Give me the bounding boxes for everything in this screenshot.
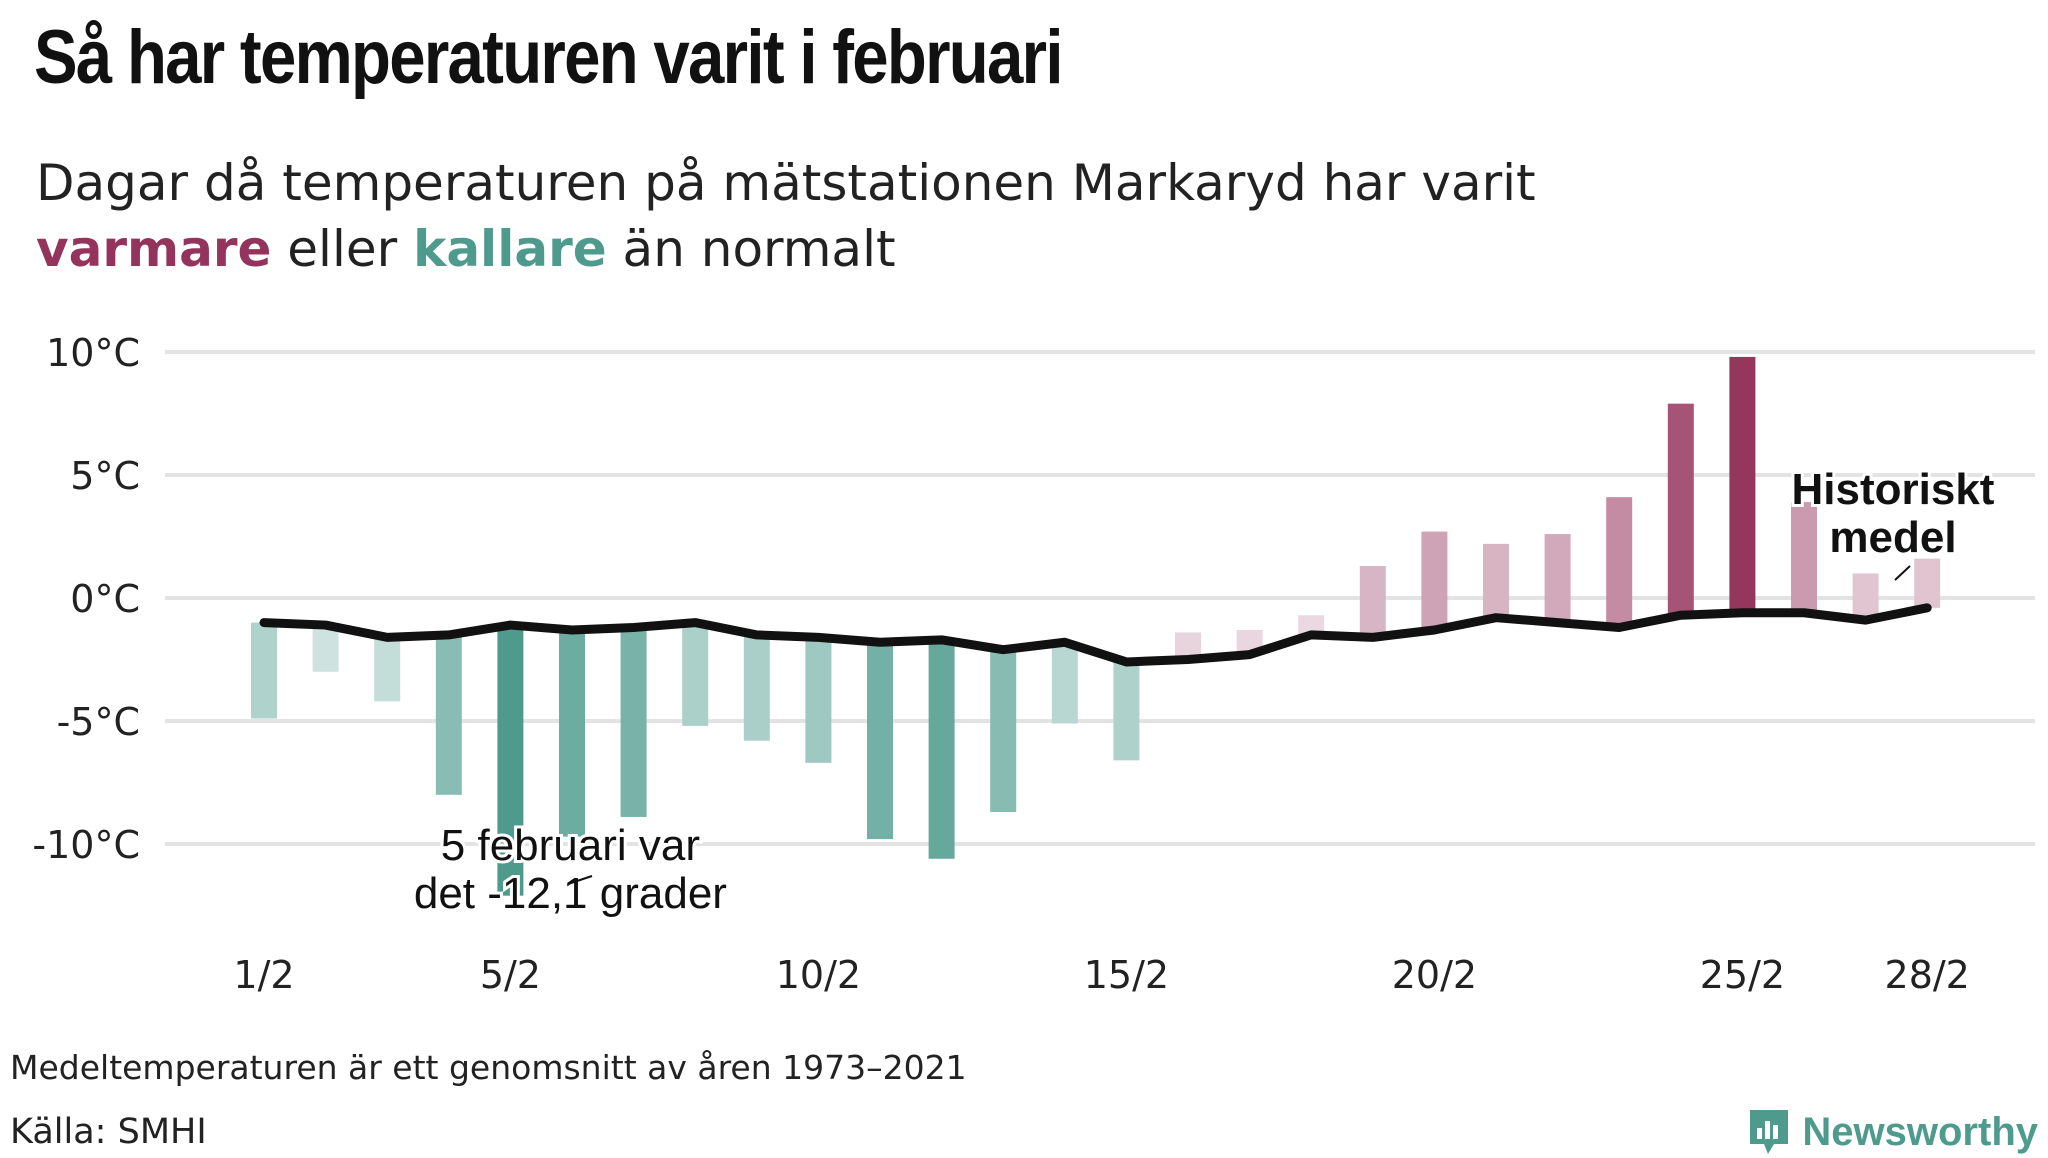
annotation-mean-line-2: medel <box>1829 513 1956 562</box>
annotation-mean-line-1: Historiskt <box>1792 465 1995 514</box>
chart-subtitle: Dagar då temperaturen på mätstationen Ma… <box>36 150 1536 282</box>
subtitle-line-2: varmare eller kallare än normalt <box>36 216 1536 282</box>
historical-mean-line <box>259 603 1932 667</box>
bar <box>1421 531 1448 630</box>
bar <box>682 622 709 726</box>
bar <box>620 627 647 817</box>
bar <box>312 625 339 672</box>
bar <box>374 637 401 702</box>
bar <box>1914 558 1941 608</box>
bar <box>928 639 955 859</box>
bar <box>743 634 770 741</box>
mean-line-layer <box>259 603 1932 667</box>
x-tick-label: 5/2 <box>480 953 541 997</box>
y-tick-label: -10°C <box>32 823 140 867</box>
label-layer: 10°C 5°C 0°C -5°C -10°C 1/2 5/2 10/2 15/2 20/2 25/… <box>32 331 1997 997</box>
brand-logo: Newsworthy <box>1746 1106 2038 1158</box>
subtitle-line-1: Dagar då temperaturen på mätstationen Ma… <box>36 154 1536 212</box>
warm-legend-word: varmare <box>36 220 272 278</box>
bar <box>435 634 462 795</box>
annotation-coldest-pointer <box>567 875 593 885</box>
bar <box>1113 661 1140 761</box>
bar <box>1729 356 1756 613</box>
bar <box>1606 497 1633 628</box>
newsworthy-logo-icon <box>1750 1110 1789 1154</box>
bar <box>559 629 585 837</box>
bar <box>251 622 277 719</box>
brand-name: Newsworthy <box>1802 1109 2038 1154</box>
bar <box>1359 566 1386 638</box>
bar <box>497 625 524 896</box>
bar <box>1483 543 1509 618</box>
x-tick-label: 20/2 <box>1392 953 1477 997</box>
bar <box>867 642 893 840</box>
subtitle-between: eller <box>271 220 414 278</box>
bar <box>1791 502 1817 613</box>
y-tick-label: 10°C <box>46 331 140 375</box>
y-tick-label: 0°C <box>70 577 140 621</box>
bar <box>1051 642 1078 724</box>
cold-legend-word: kallare <box>413 220 607 278</box>
grid-layer <box>165 350 2035 846</box>
x-tick-label: 25/2 <box>1700 953 1785 997</box>
x-tick-label: 10/2 <box>776 953 861 997</box>
x-tick-label: 1/2 <box>233 953 294 997</box>
bar <box>1852 573 1879 621</box>
bar <box>1544 534 1571 623</box>
bar <box>805 637 832 763</box>
bar <box>1298 615 1325 635</box>
subtitle-after: än normalt <box>606 220 896 278</box>
footnote: Medeltemperaturen är ett genomsnitt av å… <box>10 1048 967 1087</box>
bar <box>990 649 1017 813</box>
bar <box>1667 403 1694 616</box>
source-credit: Källa: SMHI <box>10 1112 207 1152</box>
chart-title: Så har temperaturen varit i februari <box>34 15 1064 100</box>
x-tick-label: 28/2 <box>1885 953 1970 997</box>
x-tick-label: 15/2 <box>1084 953 1169 997</box>
y-tick-label: 5°C <box>70 454 140 498</box>
annotation-mean-pointer <box>1894 565 1911 581</box>
bar-layer <box>251 356 1941 896</box>
annotation-coldest-line-1: 5 februari var <box>441 821 700 870</box>
y-tick-label: -5°C <box>57 700 140 744</box>
annotation-coldest-line-2: det -12,1 grader <box>414 869 727 918</box>
